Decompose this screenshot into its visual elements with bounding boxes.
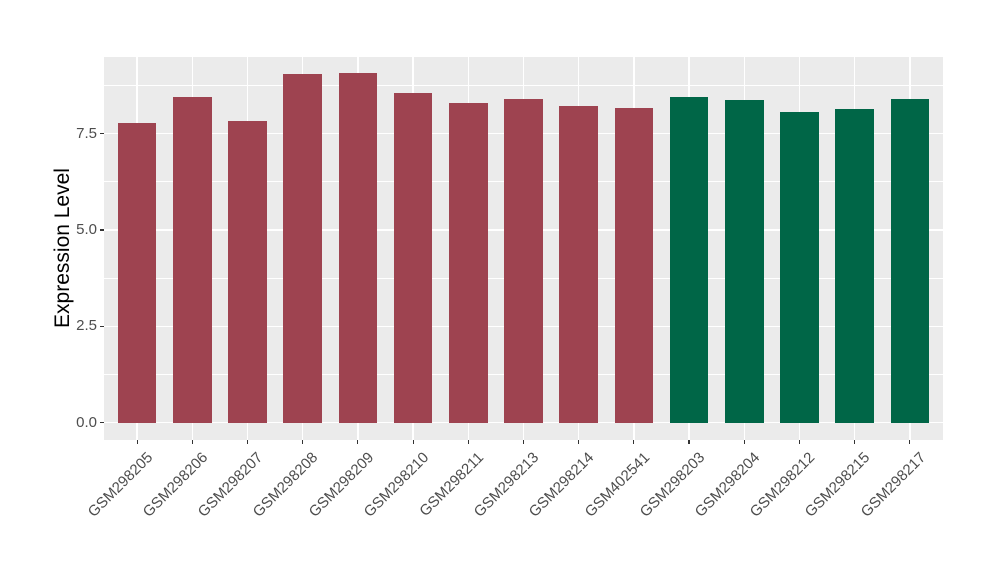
x-axis-tick <box>578 440 580 444</box>
y-tick-label: 5.0 <box>76 221 97 238</box>
x-axis-tick <box>136 440 138 444</box>
bar-GSM298206 <box>172 97 212 423</box>
x-axis-tick <box>246 440 249 444</box>
y-axis-tick <box>100 422 104 424</box>
bar-GSM298203 <box>669 97 709 423</box>
x-axis-tick <box>909 440 911 444</box>
x-axis-tick <box>633 440 635 444</box>
y-axis-title: Expression Level <box>51 168 74 328</box>
bar-GSM298212 <box>780 111 819 423</box>
y-tick-label: 2.5 <box>76 317 97 335</box>
bar-GSM298213 <box>504 98 543 423</box>
bar-GSM298215 <box>835 108 874 423</box>
x-axis-tick <box>743 440 745 444</box>
bar-GSM298210 <box>393 92 433 423</box>
x-axis-tick <box>467 440 469 444</box>
bar-GSM298204 <box>724 100 764 423</box>
x-axis-tick <box>357 440 359 444</box>
x-axis-tick <box>302 440 304 444</box>
x-axis-tick <box>191 440 193 444</box>
x-axis-tick <box>798 440 801 444</box>
x-axis-tick <box>854 440 856 444</box>
bar-GSM298207 <box>228 120 267 423</box>
bar-GSM298211 <box>448 103 488 423</box>
x-axis-tick <box>522 440 525 444</box>
y-axis-tick <box>100 325 104 327</box>
x-axis-tick <box>688 440 690 444</box>
bar-GSM298209 <box>338 72 378 423</box>
bar-GSM298205 <box>117 122 157 423</box>
y-tick-label: 0.0 <box>76 413 97 431</box>
y-axis-tick <box>100 133 104 135</box>
bar-GSM298214 <box>559 105 598 423</box>
x-axis-tick <box>412 440 414 444</box>
bar-GSM402541 <box>614 108 654 423</box>
y-tick-label: 7.5 <box>76 124 97 142</box>
y-axis-tick <box>100 229 104 231</box>
bar-GSM298217 <box>890 99 930 423</box>
plot-panel <box>104 57 943 440</box>
bar-GSM298208 <box>283 73 323 423</box>
